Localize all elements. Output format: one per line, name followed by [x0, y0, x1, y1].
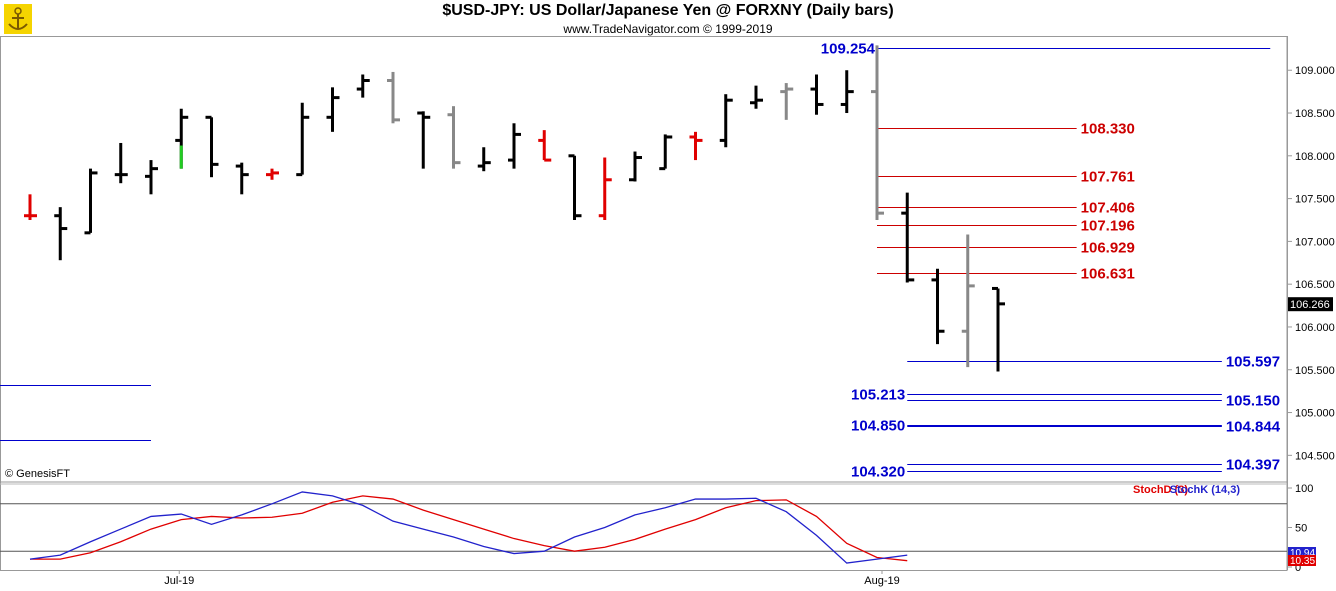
ohlc-bar	[84, 168, 98, 235]
stoch-y-tick-label: 50	[1295, 523, 1307, 535]
ohlc-bar	[417, 111, 431, 169]
trade-navigator-logo-icon	[4, 4, 32, 34]
x-tick-label: Jul-19	[164, 575, 194, 587]
y-tick-label: 106.000	[1295, 322, 1335, 334]
data-credit: © GenesisFT	[5, 468, 70, 480]
ohlc-bar	[598, 157, 612, 220]
ohlc-bar	[810, 74, 824, 115]
ohlc-bar	[114, 142, 128, 184]
ohlc-bar	[175, 108, 189, 169]
ohlc-bar	[689, 131, 703, 161]
stoch-y-tick-label: 100	[1295, 483, 1313, 495]
ohlc-bar	[871, 45, 884, 220]
last-price-box	[1288, 297, 1333, 312]
ohlc-bar	[992, 286, 1005, 372]
ohlc-bar	[24, 194, 37, 220]
level-label: 107.196	[1081, 218, 1135, 235]
y-tick-label: 108.000	[1295, 151, 1335, 163]
y-tick-label: 105.500	[1295, 365, 1335, 377]
ohlc-bar	[477, 147, 491, 172]
stoch-last-value-box	[1288, 555, 1316, 566]
ohlc-bar	[538, 130, 552, 162]
ohlc-bar	[266, 168, 279, 180]
level-label: 104.320	[851, 464, 905, 481]
stoch-series-line	[29, 491, 908, 564]
ohlc-bar	[296, 102, 310, 177]
x-tick-label: Aug-19	[864, 575, 899, 587]
level-label: 105.213	[851, 387, 905, 404]
ohlc-bar	[447, 106, 461, 169]
level-label: 107.761	[1081, 169, 1135, 186]
ohlc-bar	[54, 207, 68, 261]
stoch-last-value-label: 10.94	[1290, 548, 1315, 559]
level-label: 104.850	[851, 418, 905, 435]
ohlc-bar	[205, 115, 219, 178]
y-tick-label: 107.000	[1295, 236, 1335, 248]
ohlc-bar	[840, 70, 854, 114]
level-label: 106.631	[1081, 266, 1135, 283]
plot-frame	[0, 36, 1288, 571]
ohlc-bar	[719, 94, 733, 148]
y-tick-label: 104.500	[1295, 450, 1335, 462]
chart-subtitle: www.TradeNavigator.com © 1999-2019	[563, 22, 773, 36]
ohlc-bar	[901, 192, 915, 283]
y-tick-label: 108.500	[1295, 108, 1335, 120]
ohlc-bar	[931, 268, 945, 345]
ohlc-bar	[750, 85, 763, 109]
chart-title: $USD-JPY: US Dollar/Japanese Yen @ FORXN…	[442, 2, 894, 19]
stoch-last-value-box	[1288, 547, 1316, 558]
ohlc-bar	[568, 154, 582, 220]
y-tick-label: 109.000	[1295, 65, 1335, 77]
stoch-legend-label: StochK (14,3)	[1170, 484, 1241, 496]
ohlc-bar	[780, 83, 794, 120]
stoch-y-tick-label: 0	[1295, 562, 1301, 574]
level-label: 109.254	[821, 41, 876, 58]
level-label: 108.330	[1081, 121, 1135, 138]
ohlc-bar	[387, 71, 400, 124]
level-label: 104.397	[1226, 457, 1280, 474]
ohlc-bar	[961, 234, 975, 368]
ohlc-bar	[326, 87, 340, 132]
level-label: 105.597	[1226, 354, 1280, 371]
level-label: 107.406	[1081, 200, 1135, 217]
ohlc-bar	[145, 160, 158, 195]
last-price-label: 106.266	[1290, 299, 1330, 311]
ohlc-bar	[356, 74, 370, 98]
y-tick-label: 107.500	[1295, 194, 1335, 206]
stoch-legend-label: StochD (3)	[1133, 484, 1188, 496]
level-label: 104.844	[1226, 419, 1281, 436]
ohlc-bar	[508, 123, 521, 169]
level-label: 106.929	[1081, 240, 1135, 257]
y-tick-label: 106.500	[1295, 279, 1335, 291]
y-tick-label: 105.000	[1295, 408, 1335, 420]
ohlc-bar	[629, 151, 642, 182]
level-label: 105.150	[1226, 393, 1280, 410]
ohlc-bar	[659, 134, 673, 171]
ohlc-bar	[235, 162, 249, 195]
stoch-last-value-label: 10.35	[1290, 556, 1315, 567]
